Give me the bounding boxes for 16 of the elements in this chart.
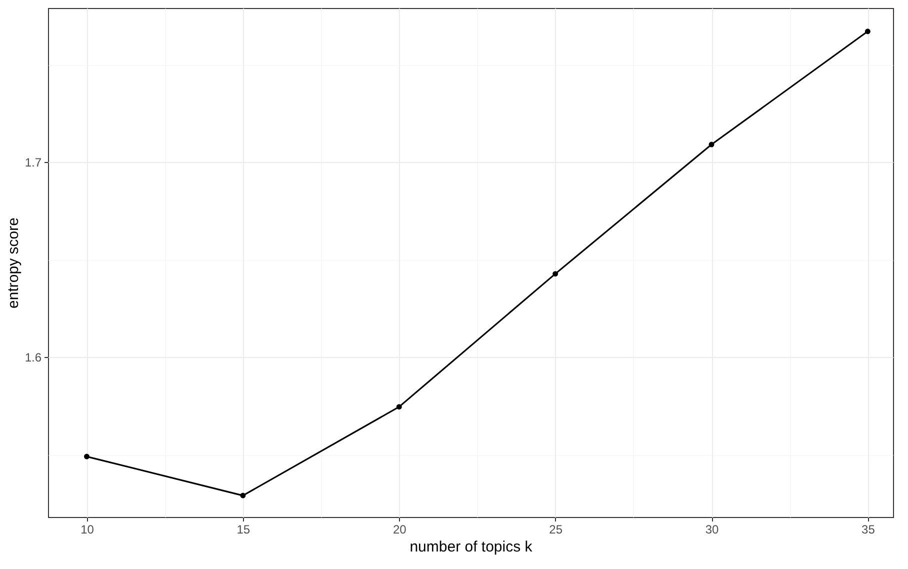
x-axis-title: number of topics k (410, 538, 533, 556)
x-tick-label: 15 (236, 522, 250, 536)
point (708, 142, 714, 148)
y-tick-label: 1.7 (24, 156, 42, 170)
y-tick-label: 1.6 (24, 350, 42, 365)
point (864, 28, 870, 34)
point (552, 271, 558, 277)
point (240, 492, 246, 498)
y-axis-title: entropy score (4, 218, 22, 308)
x-tick-label: 35 (862, 522, 876, 536)
point (396, 404, 402, 410)
x-tick-label: 25 (549, 522, 563, 536)
x-tick-label: 20 (392, 522, 407, 536)
point (84, 454, 90, 460)
x-tick-label: 10 (80, 522, 94, 536)
x-tick-label: 30 (705, 522, 719, 536)
